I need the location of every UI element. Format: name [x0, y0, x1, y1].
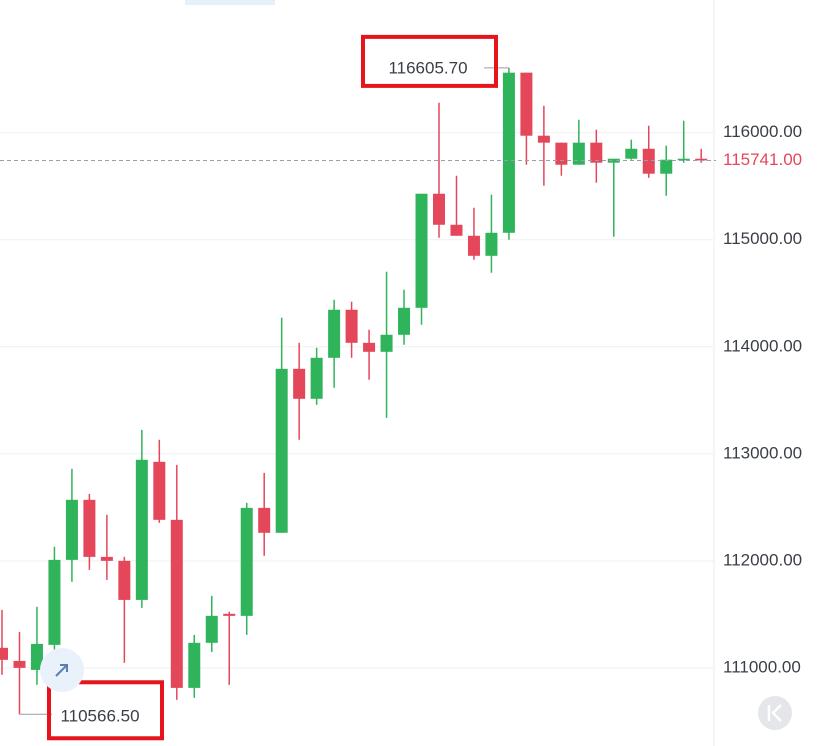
- candle-body: [642, 148, 655, 174]
- candle-body: [13, 660, 26, 668]
- scroll-latest-button[interactable]: [758, 696, 792, 730]
- candle-body: [380, 334, 393, 352]
- candle-body: [450, 224, 463, 236]
- candle-body: [65, 499, 78, 560]
- annotation-highlight: [361, 34, 498, 88]
- candle-body: [415, 193, 428, 308]
- candle-body: [153, 461, 166, 520]
- top-tab: [185, 0, 275, 5]
- candle-body: [0, 647, 8, 660]
- y-tick-label: 115000.00: [723, 229, 802, 248]
- candle-body: [607, 158, 620, 163]
- candle-body: [310, 357, 323, 399]
- grid: [0, 132, 714, 669]
- candle-body: [537, 135, 550, 143]
- candle-body: [83, 499, 96, 557]
- y-tick-label: 116000.00: [723, 122, 802, 141]
- candle-body: [555, 142, 568, 165]
- candle-body: [520, 72, 533, 136]
- candle-body: [485, 232, 498, 256]
- candles: [0, 67, 716, 715]
- candle-body: [188, 642, 201, 688]
- candle-body: [695, 158, 708, 161]
- candle-body: [625, 148, 638, 159]
- annotation-highlight: [47, 680, 164, 741]
- scroll-circle[interactable]: [758, 696, 792, 730]
- candle-body: [328, 309, 341, 358]
- candle-body: [398, 307, 411, 335]
- scroll-icon: [767, 704, 782, 722]
- annotation-label: 116605.70: [388, 58, 467, 77]
- y-tick-label: 112000.00: [723, 550, 802, 569]
- candle-body: [293, 368, 306, 399]
- candle-body: [433, 193, 445, 225]
- candle-body: [590, 142, 603, 163]
- candle-body: [345, 309, 358, 343]
- candle-body: [205, 615, 218, 643]
- last-price-bg: [716, 148, 828, 173]
- candle-body: [118, 560, 131, 600]
- candle-body: [660, 159, 673, 174]
- candle-body: [275, 368, 288, 533]
- candle-body: [100, 556, 113, 561]
- annotation-label: 110566.50: [60, 707, 139, 726]
- candle-body: [170, 519, 183, 688]
- last-price-label: 115741.00: [723, 150, 802, 169]
- y-tick-label: 113000.00: [723, 443, 802, 462]
- candle-body: [572, 142, 585, 165]
- expand-button[interactable]: [40, 648, 84, 692]
- candle-body: [223, 613, 236, 616]
- candle-body: [135, 459, 148, 600]
- candle-body: [258, 507, 271, 533]
- y-tick-label: 111000.00: [723, 657, 801, 676]
- candle-body: [502, 72, 515, 233]
- candle-body: [48, 559, 61, 645]
- y-tick-label: 114000.00: [723, 336, 802, 355]
- labels: 111000.00 112000.00 113000.00 114000.00 1150…: [19, 34, 828, 746]
- expand-icon: [55, 664, 68, 677]
- candle-body: [677, 158, 690, 161]
- candle-body: [363, 342, 376, 352]
- candle-body: [240, 507, 253, 616]
- candle-body: [30, 643, 43, 670]
- candle-body: [467, 235, 480, 256]
